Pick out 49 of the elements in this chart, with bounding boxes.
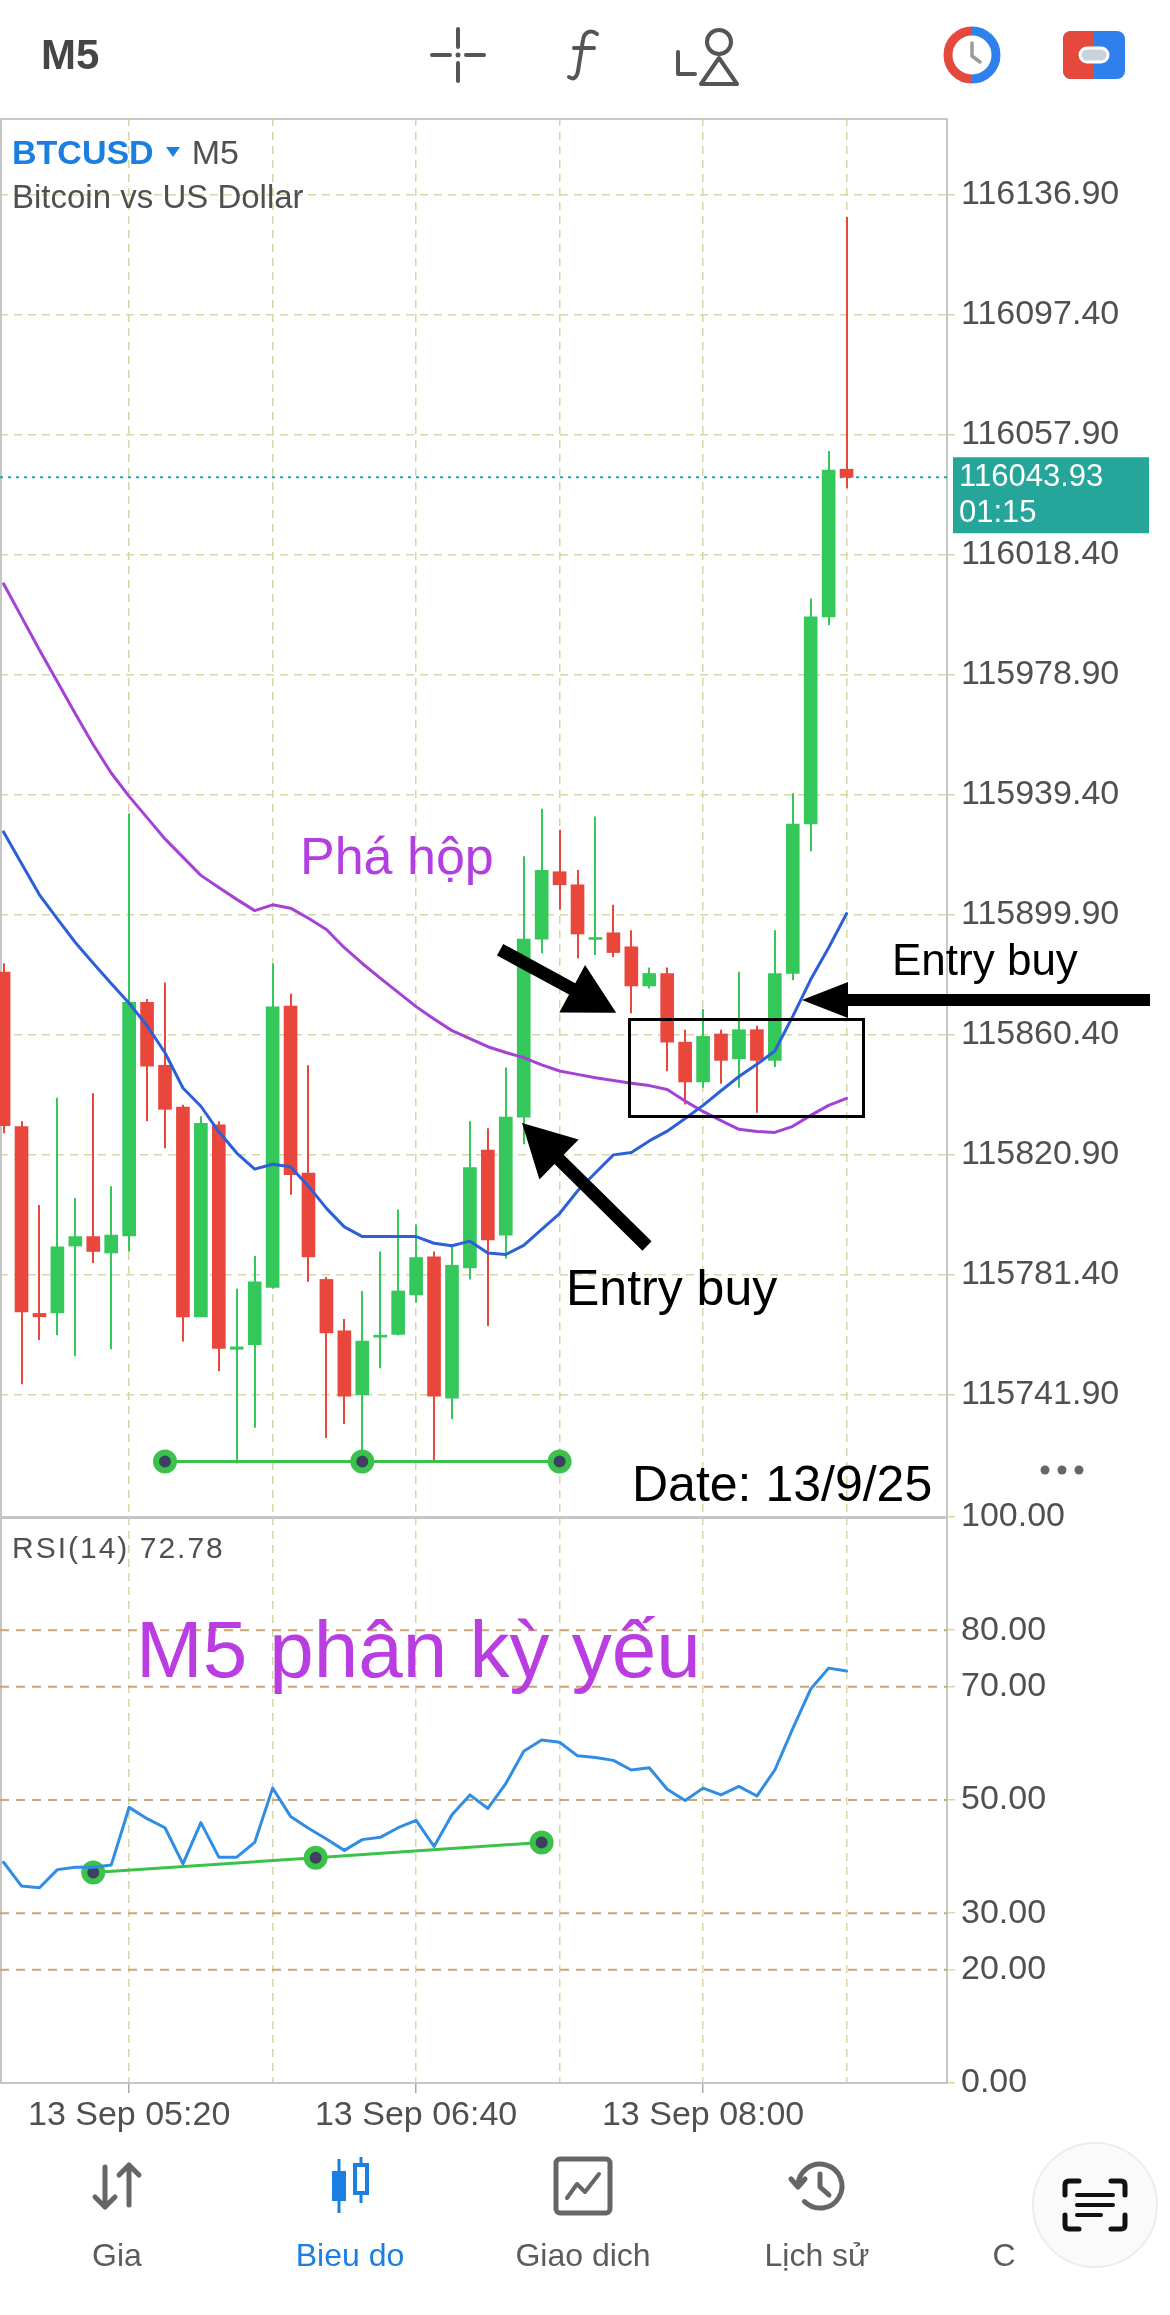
candlestick (229, 1287, 244, 1465)
point (303, 1845, 328, 1870)
y-tick-label: 115939.40 (961, 773, 1120, 812)
text: Gia (92, 2237, 142, 2273)
y-tick-label: 116057.90 (961, 413, 1120, 452)
x-tick-label: 13 Sep 08:00 (601, 2093, 805, 2132)
candlestick (104, 1185, 119, 1351)
y-tick-label: 115781.40 (961, 1253, 1120, 1292)
y-tick-label: 116097.40 (961, 293, 1120, 332)
text: Bitcoin vs US Dollar (12, 177, 304, 215)
text: Lịch sử (764, 2237, 870, 2273)
ref-line-label: 116043.93 01:15 (959, 457, 1104, 529)
text: Giao dich (515, 2237, 651, 2273)
annotation: Phá hộp (300, 827, 494, 885)
text: RSI(14) 72.78 (12, 1531, 225, 1564)
text: M5 (41, 31, 100, 78)
annotation: Date: 13/9/25 (632, 1456, 933, 1512)
annotation: Entry buy (892, 935, 1078, 984)
annotation: M5 (191, 133, 239, 171)
y-tick-label: 116018.40 (961, 533, 1120, 572)
text: Bieu do (295, 2237, 405, 2273)
text: BTCUSD (12, 133, 154, 171)
y-tick-label: 70.00 (961, 1665, 1047, 1704)
y-tick-label: 115978.90 (961, 653, 1120, 692)
x-tick-label: 13 Sep 06:40 (314, 2093, 518, 2132)
point (529, 1830, 554, 1855)
text: C (992, 2237, 1016, 2273)
y-tick-label: 30.00 (961, 1891, 1047, 1930)
candlestick (606, 903, 621, 959)
y-tick-label: 115899.90 (961, 893, 1120, 932)
y-tick-label: 115741.90 (961, 1373, 1120, 1412)
y-tick-label: 20.00 (961, 1948, 1047, 1987)
candlestick (588, 815, 603, 956)
y-tick-label: 80.00 (961, 1608, 1047, 1647)
annotation: M5 phân kỳ yếu (136, 1605, 701, 1694)
y-tick-label: 50.00 (961, 1778, 1047, 1817)
y-tick-label: 0.00 (961, 2061, 1028, 2100)
candlestick (839, 216, 854, 490)
annotation: Entry buy (566, 1260, 778, 1316)
y-tick-label: 115860.40 (961, 1013, 1120, 1052)
candlestick (32, 1204, 47, 1341)
y-tick-label: 115820.90 (961, 1133, 1120, 1172)
candlestick (86, 1092, 101, 1265)
candlestick (552, 828, 567, 911)
y-tick-label: 116136.90 (961, 173, 1120, 212)
candlestick (642, 966, 657, 990)
x-tick-label: 13 Sep 05:20 (27, 2093, 231, 2132)
candlestick (68, 1197, 83, 1358)
y-tick-label: 100.00 (961, 1495, 1065, 1534)
